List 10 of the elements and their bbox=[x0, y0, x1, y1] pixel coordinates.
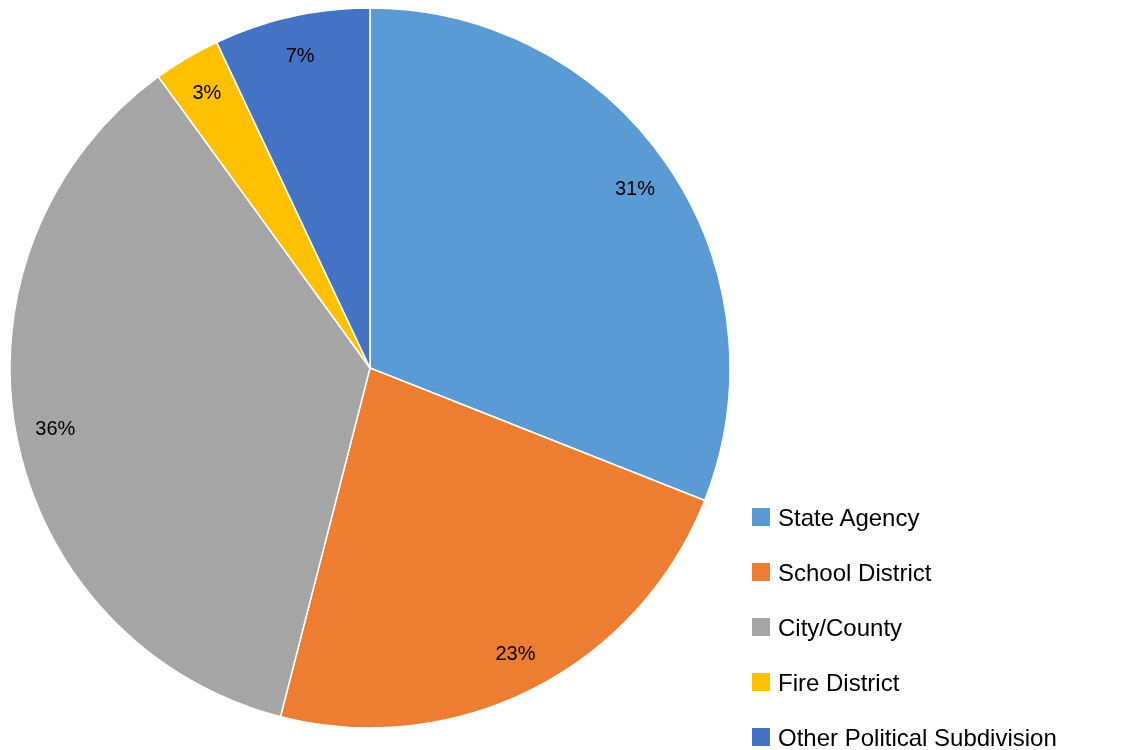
legend-label: Other Political Subdivision bbox=[778, 723, 1057, 750]
legend-label: City/County bbox=[778, 613, 903, 641]
legend-label: State Agency bbox=[778, 503, 920, 531]
data-label: 7% bbox=[285, 44, 315, 67]
data-label: 23% bbox=[495, 642, 536, 665]
data-label: 36% bbox=[35, 417, 76, 440]
legend-label: Fire District bbox=[778, 668, 900, 696]
data-label: 3% bbox=[192, 81, 222, 104]
legend-label: School District bbox=[778, 558, 932, 586]
data-label: 31% bbox=[614, 176, 656, 199]
